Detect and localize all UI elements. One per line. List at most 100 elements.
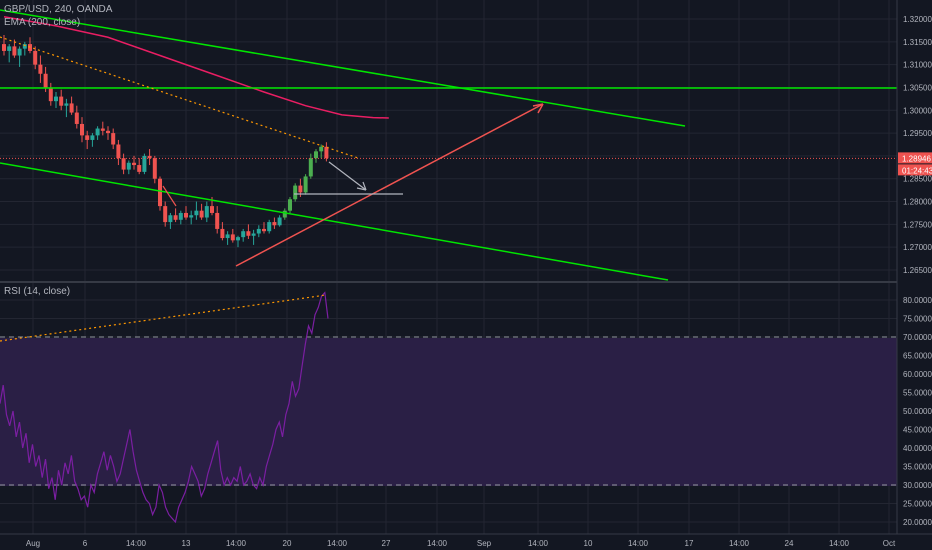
time-tick-label: Aug [26,539,40,548]
candle-body [272,222,277,226]
candle-body [111,133,116,145]
candle-body [236,237,240,241]
countdown-box [898,164,932,176]
candle-body [308,158,313,177]
candle-body [189,215,194,218]
candle-body [152,158,157,179]
falling-arrow-line [328,161,367,191]
price-tick-label: 1.26500 [903,266,932,275]
ema-line [3,15,389,119]
ema-legend[interactable]: EMA (200, close) [4,17,81,28]
rising-arrow-head [532,103,544,114]
rising-arrow-line [235,103,544,267]
price-tick-label: 1.28500 [903,175,932,184]
price-axis-bg [897,0,932,550]
candle-body [116,144,121,159]
candle-body [194,210,199,216]
price-tick-label: 1.28000 [903,198,932,207]
time-tick-label: Sep [477,539,492,548]
lower-channel-line [0,162,669,281]
candle-body [303,176,308,193]
candle-body [288,199,292,211]
time-tick-label: 6 [83,539,88,548]
candle-body [64,103,69,106]
candle-body [38,64,43,74]
rsi-line [0,291,329,524]
time-tick-label: 14:00 [628,539,649,548]
candle-body [314,151,318,159]
symbol-legend[interactable]: GBP/USD, 240, OANDA [4,4,113,15]
candle-body [173,215,178,220]
candle-body [95,128,100,136]
price-tick-label: 1.27500 [903,220,932,229]
price-tick-label: 1.27000 [903,243,932,252]
drawings[interactable] [0,9,932,281]
price-tick-label: 1.31500 [903,38,932,47]
price-tick-label: 1.29500 [903,129,932,138]
candle-body [298,185,303,193]
rsi-band [0,338,897,486]
time-tick-label: 14:00 [126,539,147,548]
rsi-tick-label: 80.0000 [903,296,932,305]
candle-body [69,103,74,113]
candle-body [215,212,220,229]
price-tick-label: 1.30000 [903,106,932,115]
price-tick-label: 1.31000 [903,61,932,70]
price-tick-label: 1.32000 [903,15,932,24]
small-arrow-line [162,185,177,207]
time-tick-label: 17 [685,539,694,548]
time-tick-label: 24 [785,539,794,548]
candle-body [90,135,95,140]
candle-body [241,231,246,238]
candle-body [54,96,58,102]
rsi-tick-label: 55.0000 [903,389,932,398]
candle-body [293,185,298,200]
candle-body [33,50,38,65]
candle-body [251,233,256,236]
candle-body [267,222,272,232]
rsi-pane[interactable] [0,291,897,524]
candle-body [158,178,162,207]
time-tick-label: 13 [182,539,191,548]
candle-body [48,87,53,102]
rsi-tick-label: 50.0000 [903,407,932,416]
time-tick-label: 14:00 [427,539,448,548]
rsi-tick-label: 45.0000 [903,426,932,435]
candle-body [106,130,110,134]
candle-body [246,231,251,236]
candle-body [324,146,329,159]
time-tick-label: 14:00 [729,539,750,548]
time-tick-label: 14:00 [528,539,549,548]
candle-body [163,206,168,223]
time-tick-label: 14:00 [829,539,850,548]
time-tick-label: 10 [584,539,593,548]
upper-channel-line [0,9,686,127]
candle-body [85,135,90,140]
candle-body [7,46,12,51]
candle-body [74,112,79,124]
candle-body [199,210,204,218]
rsi-legend[interactable]: RSI (14, close) [4,286,71,297]
rsi-tick-label: 60.0000 [903,370,932,379]
candle-body [43,73,48,88]
candle-body [184,212,188,218]
candle-body [137,165,142,172]
candle-body [132,162,136,166]
rsi-tick-label: 75.0000 [903,315,932,324]
rsi-tick-label: 20.0000 [903,518,932,527]
current-price-label: 1.28946 [902,154,931,163]
candle-body [121,158,126,170]
time-tick-label: 14:00 [226,539,247,548]
candle-body [210,206,214,213]
candle-body [256,228,261,234]
candle-body [80,123,84,136]
price-tick-label: 1.30500 [903,83,932,92]
candle-body [100,128,105,131]
rsi-tick-label: 70.0000 [903,333,932,342]
candle-body [22,44,27,49]
candle-body [282,210,287,218]
rsi-tick-label: 65.0000 [903,352,932,361]
time-tick-label: 20 [283,539,292,548]
